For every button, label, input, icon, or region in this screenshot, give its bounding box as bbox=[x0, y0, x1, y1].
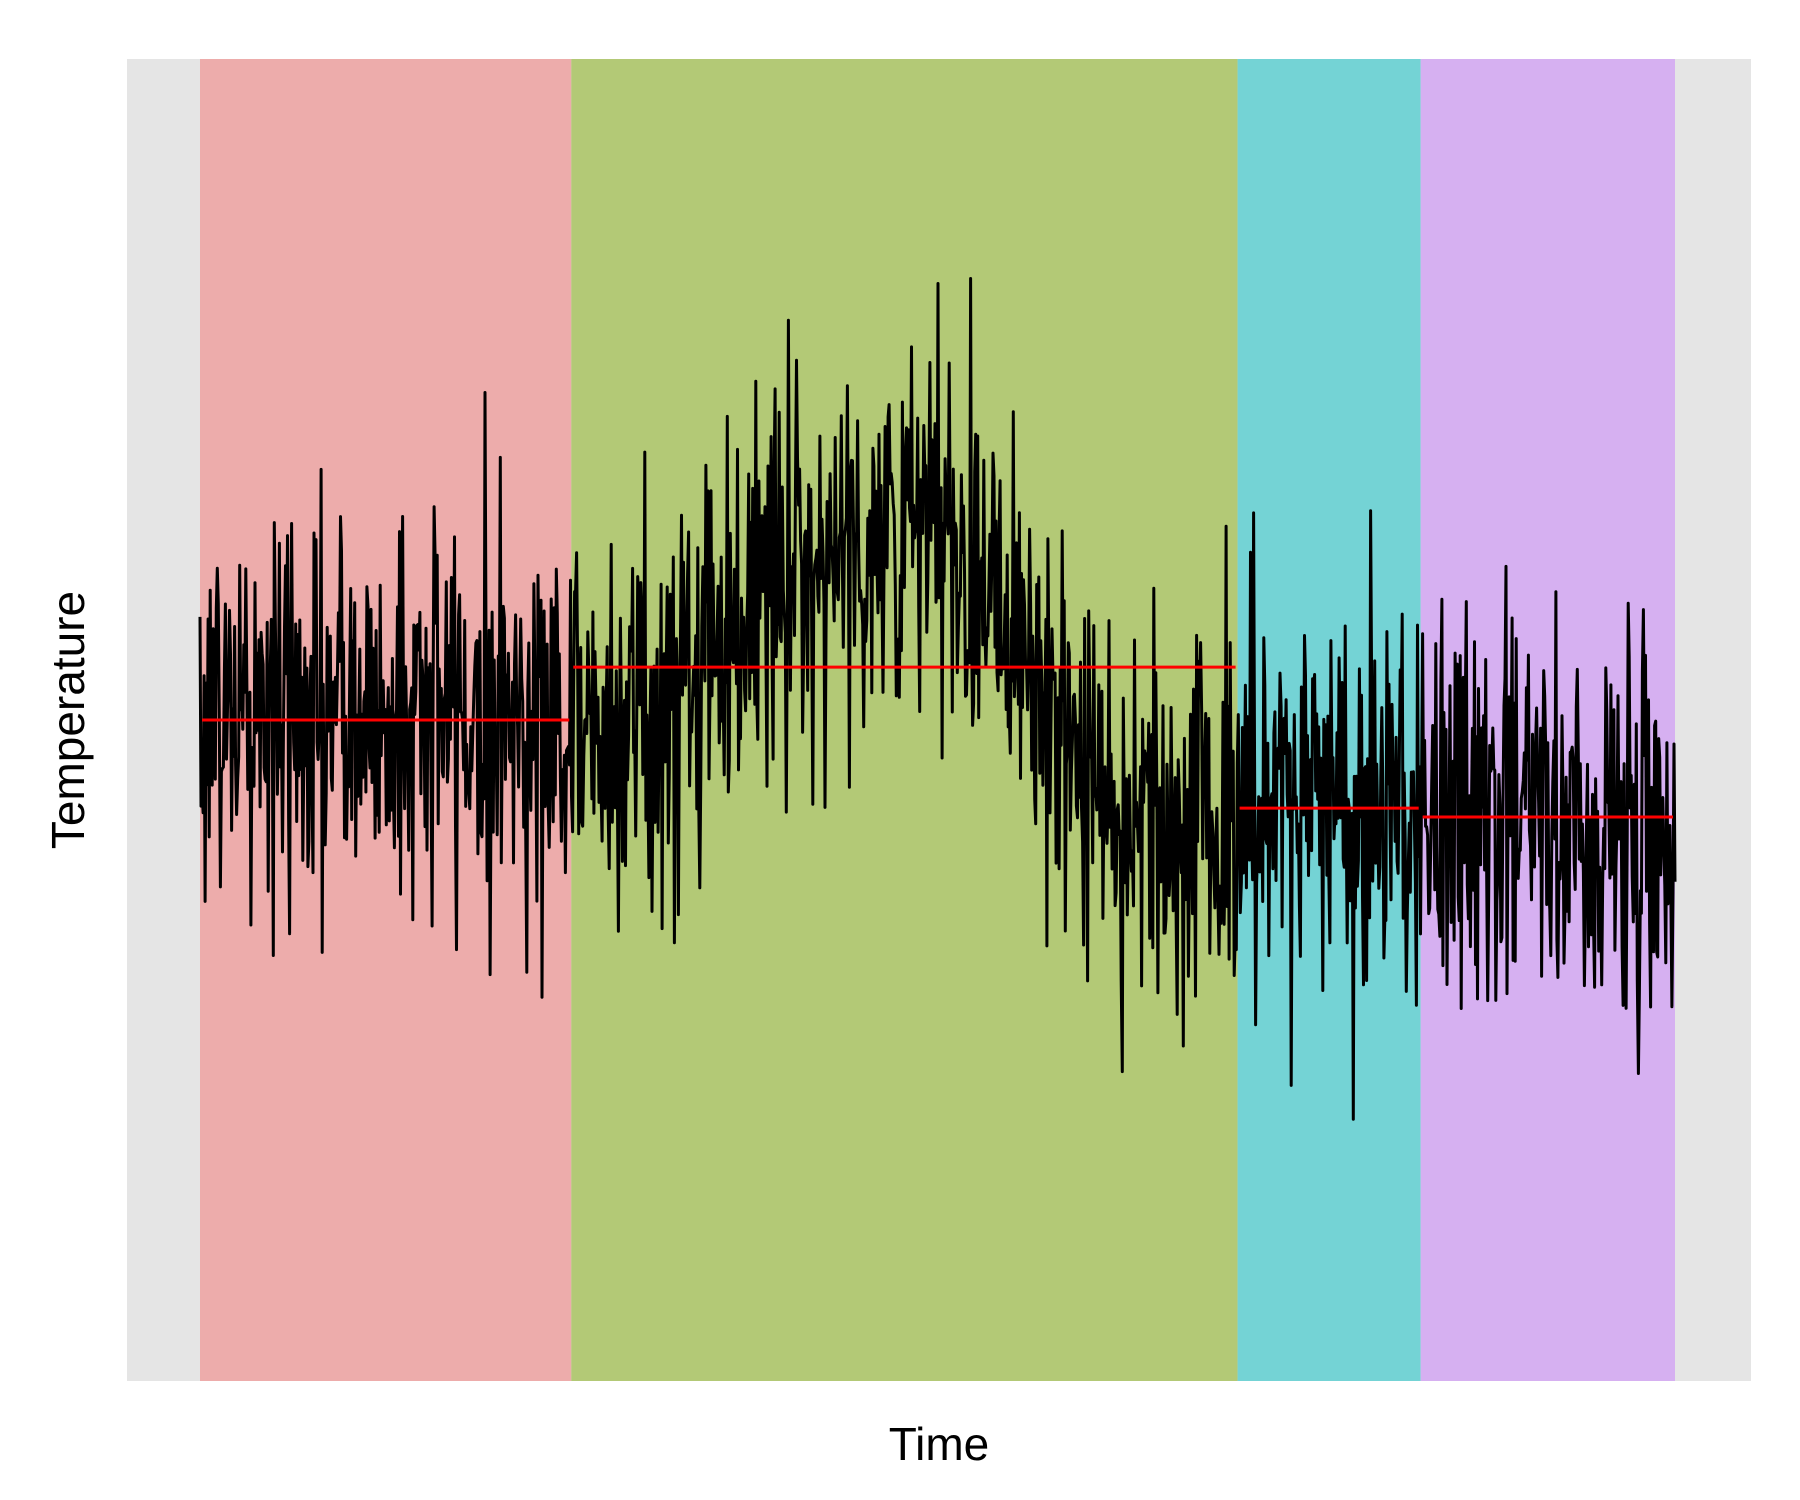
segment-mean-lines bbox=[202, 665, 1673, 819]
x-axis-label: Time bbox=[889, 1418, 990, 1470]
segment-band-2 bbox=[571, 59, 1238, 1381]
y-axis-label: Temperature bbox=[42, 591, 94, 849]
temperature-series-line bbox=[198, 277, 1677, 1121]
